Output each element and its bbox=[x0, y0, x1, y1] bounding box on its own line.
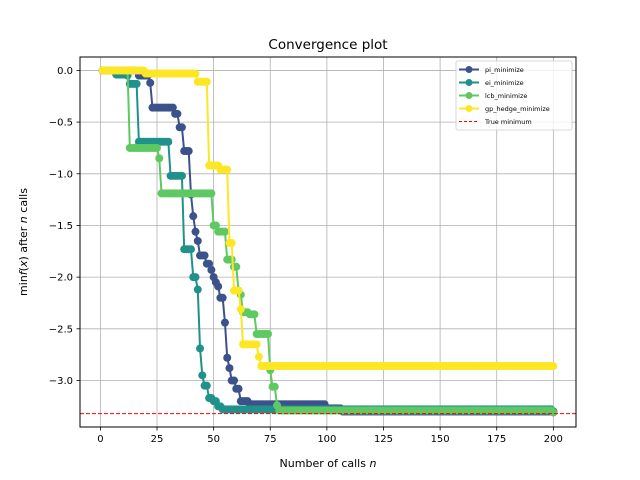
data-point bbox=[193, 285, 202, 294]
data-point bbox=[177, 123, 186, 132]
y-axis-label: minf(x) after n calls bbox=[17, 188, 30, 296]
legend-item: gp_hedge_minimize bbox=[459, 105, 550, 113]
legend-label: ei_minimize bbox=[485, 79, 524, 87]
y-tick-label: −3.0 bbox=[49, 376, 73, 387]
y-tick-label: −2.0 bbox=[49, 273, 73, 284]
data-point bbox=[250, 310, 259, 319]
data-point bbox=[191, 227, 200, 236]
data-point bbox=[549, 362, 558, 371]
data-point bbox=[202, 77, 211, 86]
data-point bbox=[196, 344, 205, 353]
data-point bbox=[155, 154, 164, 163]
data-point bbox=[227, 239, 236, 248]
data-point bbox=[132, 79, 141, 88]
series-gp-hedge-minimize bbox=[98, 66, 558, 371]
data-point bbox=[252, 340, 261, 349]
legend-item: lcb_minimize bbox=[459, 92, 527, 100]
data-point bbox=[218, 293, 227, 302]
legend-marker bbox=[465, 66, 473, 73]
data-point bbox=[232, 262, 241, 271]
x-tick-label: 0 bbox=[97, 434, 103, 445]
x-tick-label: 25 bbox=[151, 434, 164, 445]
data-point bbox=[211, 221, 220, 230]
data-point bbox=[164, 137, 173, 146]
y-tick-label: −0.5 bbox=[49, 118, 73, 129]
data-point bbox=[184, 147, 193, 156]
legend-label: gp_hedge_minimize bbox=[485, 105, 550, 113]
data-point bbox=[207, 265, 216, 274]
data-point bbox=[270, 382, 279, 391]
data-point bbox=[223, 165, 232, 174]
chart-title: Convergence plot bbox=[268, 37, 387, 53]
legend-label: pi_minimize bbox=[485, 66, 524, 74]
x-axis-label-main: Number of calls bbox=[280, 457, 370, 470]
data-point bbox=[223, 353, 232, 362]
data-point bbox=[193, 236, 202, 245]
x-tick-label: 50 bbox=[207, 434, 220, 445]
x-tick-label: 75 bbox=[264, 434, 277, 445]
legend-marker bbox=[465, 79, 473, 86]
data-point bbox=[263, 329, 272, 338]
data-point bbox=[230, 376, 239, 385]
data-point bbox=[200, 251, 209, 260]
data-point bbox=[234, 384, 243, 393]
data-point bbox=[234, 286, 243, 295]
x-tick-label: 125 bbox=[374, 434, 393, 445]
x-tick-label: 100 bbox=[317, 434, 336, 445]
data-point bbox=[191, 273, 200, 282]
y-tick-label: −1.5 bbox=[49, 221, 73, 232]
data-point bbox=[189, 212, 198, 221]
data-point bbox=[146, 78, 155, 87]
y-tick-label: −2.5 bbox=[49, 324, 73, 335]
data-point bbox=[198, 371, 207, 380]
x-tick-label: 200 bbox=[544, 434, 563, 445]
x-tick-label: 150 bbox=[431, 434, 450, 445]
y-tick-label: −1.0 bbox=[49, 169, 73, 180]
data-point bbox=[214, 282, 223, 291]
x-tick-label: 175 bbox=[487, 434, 506, 445]
ticks: 0 25 50 75 100 125 150 175 200 0.0 −0.5 −1.0 −1.5 −2.… bbox=[49, 66, 563, 445]
data-point bbox=[153, 143, 161, 152]
legend-item: ei_minimize bbox=[459, 79, 524, 87]
legend: pi_minimize ei_minimize lcb_minimize gp_hed… bbox=[455, 60, 573, 131]
legend-marker bbox=[465, 105, 473, 112]
data-point bbox=[205, 259, 214, 268]
data-point bbox=[220, 318, 229, 327]
legend-label: True minimum bbox=[484, 118, 532, 126]
data-point bbox=[186, 245, 195, 254]
data-point bbox=[177, 171, 186, 180]
data-point bbox=[225, 364, 234, 373]
x-axis-label-var: n bbox=[369, 457, 376, 470]
legend-item: pi_minimize bbox=[459, 66, 524, 74]
data-point bbox=[207, 189, 216, 198]
data-point bbox=[254, 352, 263, 361]
legend-marker bbox=[465, 92, 473, 99]
legend-box bbox=[455, 60, 573, 131]
legend-item: True minimum bbox=[459, 118, 532, 126]
plot-frame bbox=[79, 56, 577, 428]
data-point bbox=[168, 103, 177, 112]
data-point bbox=[173, 109, 182, 118]
data-point bbox=[202, 381, 211, 390]
data-point bbox=[549, 408, 558, 417]
data-point bbox=[191, 69, 200, 78]
x-axis-label: Number of calls n bbox=[280, 457, 377, 470]
data-point bbox=[236, 305, 245, 314]
y-tick-label: 0.0 bbox=[57, 66, 73, 77]
legend-label: lcb_minimize bbox=[485, 92, 527, 100]
data-point bbox=[220, 227, 229, 236]
